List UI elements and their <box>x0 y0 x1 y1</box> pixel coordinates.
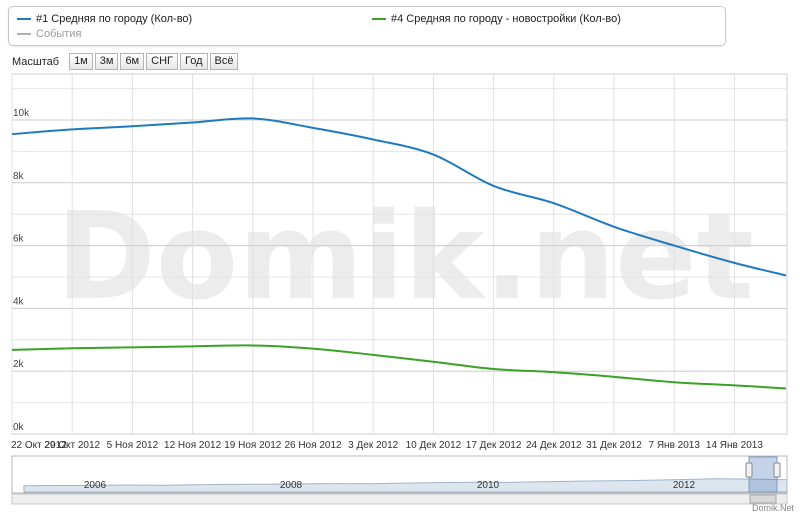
series-group <box>11 117 787 390</box>
x-tick-label: 24 Дек 2012 <box>526 440 582 451</box>
zoom-selector: Масштаб 1м 3м 6м СНГ Год Всё <box>12 53 240 70</box>
y-axis: 0k 2k 4k 6k 8k 10k <box>13 108 30 433</box>
watermark: Domik.net <box>56 188 754 327</box>
series-line-2[interactable] <box>11 344 787 390</box>
navigator-handle-left[interactable] <box>745 462 753 478</box>
legend-swatch-series-2 <box>372 18 386 20</box>
legend-label-events: События <box>36 28 82 40</box>
navigator-overview <box>23 478 788 493</box>
zoom-button-3m[interactable]: 3м <box>94 53 119 70</box>
legend-item-events[interactable]: События <box>17 27 81 41</box>
x-tick-label: 22 Окт 2012 <box>11 440 67 451</box>
navigator-year-label: 2006 <box>84 480 107 491</box>
legend-label-series-2: #4 Средняя по городу - новостройки (Кол-… <box>391 13 621 25</box>
x-tick-label: 31 Дек 2012 <box>586 440 642 451</box>
legend-item-series-2[interactable]: #4 Средняя по городу - новостройки (Кол-… <box>372 12 621 26</box>
zoom-button-ytd[interactable]: СНГ <box>146 53 178 70</box>
x-tick-label: 14 Янв 2013 <box>706 440 763 451</box>
x-tick-label: 7 Янв 2013 <box>648 440 700 451</box>
navigator-year-label: 2010 <box>477 480 500 491</box>
y-tick-label: 10k <box>13 108 30 119</box>
grid <box>11 73 788 435</box>
x-tick-label: 29 Окт 2012 <box>44 440 100 451</box>
x-tick-label: 26 Ноя 2012 <box>284 440 342 451</box>
navigator-selection[interactable] <box>748 456 778 493</box>
x-tick-label: 19 Ноя 2012 <box>224 440 282 451</box>
scrollbar-thumb[interactable] <box>749 494 777 504</box>
y-tick-label: 6k <box>13 234 25 245</box>
scrollbar-track[interactable] <box>11 493 788 505</box>
legend-swatch-events <box>17 33 31 35</box>
y-tick-label: 8k <box>13 171 25 182</box>
y-tick-label: 2k <box>13 359 25 370</box>
series-line-1[interactable] <box>11 117 787 277</box>
legend-label-series-1: #1 Средняя по городу (Кол-во) <box>36 13 193 25</box>
zoom-button-year[interactable]: Год <box>179 53 208 70</box>
y-tick-label: 4k <box>13 296 25 307</box>
x-tick-label: 5 Ноя 2012 <box>107 440 159 451</box>
legend-swatch-series-1 <box>17 18 31 20</box>
footer-credit: Domik.Net <box>751 503 794 513</box>
navigator-handle-right[interactable] <box>773 462 781 478</box>
legend-item-series-1[interactable]: #1 Средняя по городу (Кол-во) <box>17 12 192 26</box>
x-tick-label: 3 Дек 2012 <box>348 440 399 451</box>
x-tick-label: 10 Дек 2012 <box>406 440 462 451</box>
x-tick-label: 17 Дек 2012 <box>466 440 522 451</box>
navigator-year-label: 2008 <box>280 480 303 491</box>
zoom-button-all[interactable]: Всё <box>209 53 239 70</box>
zoom-button-6m[interactable]: 6м <box>120 53 145 70</box>
y-tick-label: 0k <box>13 422 25 433</box>
zoom-button-1m[interactable]: 1м <box>69 53 93 70</box>
x-tick-label: 12 Ноя 2012 <box>164 440 222 451</box>
navigator[interactable]: 2006 2008 2010 2012 <box>11 455 788 505</box>
zoom-label: Масштаб <box>12 55 60 68</box>
navigator-year-label: 2012 <box>673 480 696 491</box>
legend: #1 Средняя по городу (Кол-во) #4 Средняя… <box>8 6 726 46</box>
